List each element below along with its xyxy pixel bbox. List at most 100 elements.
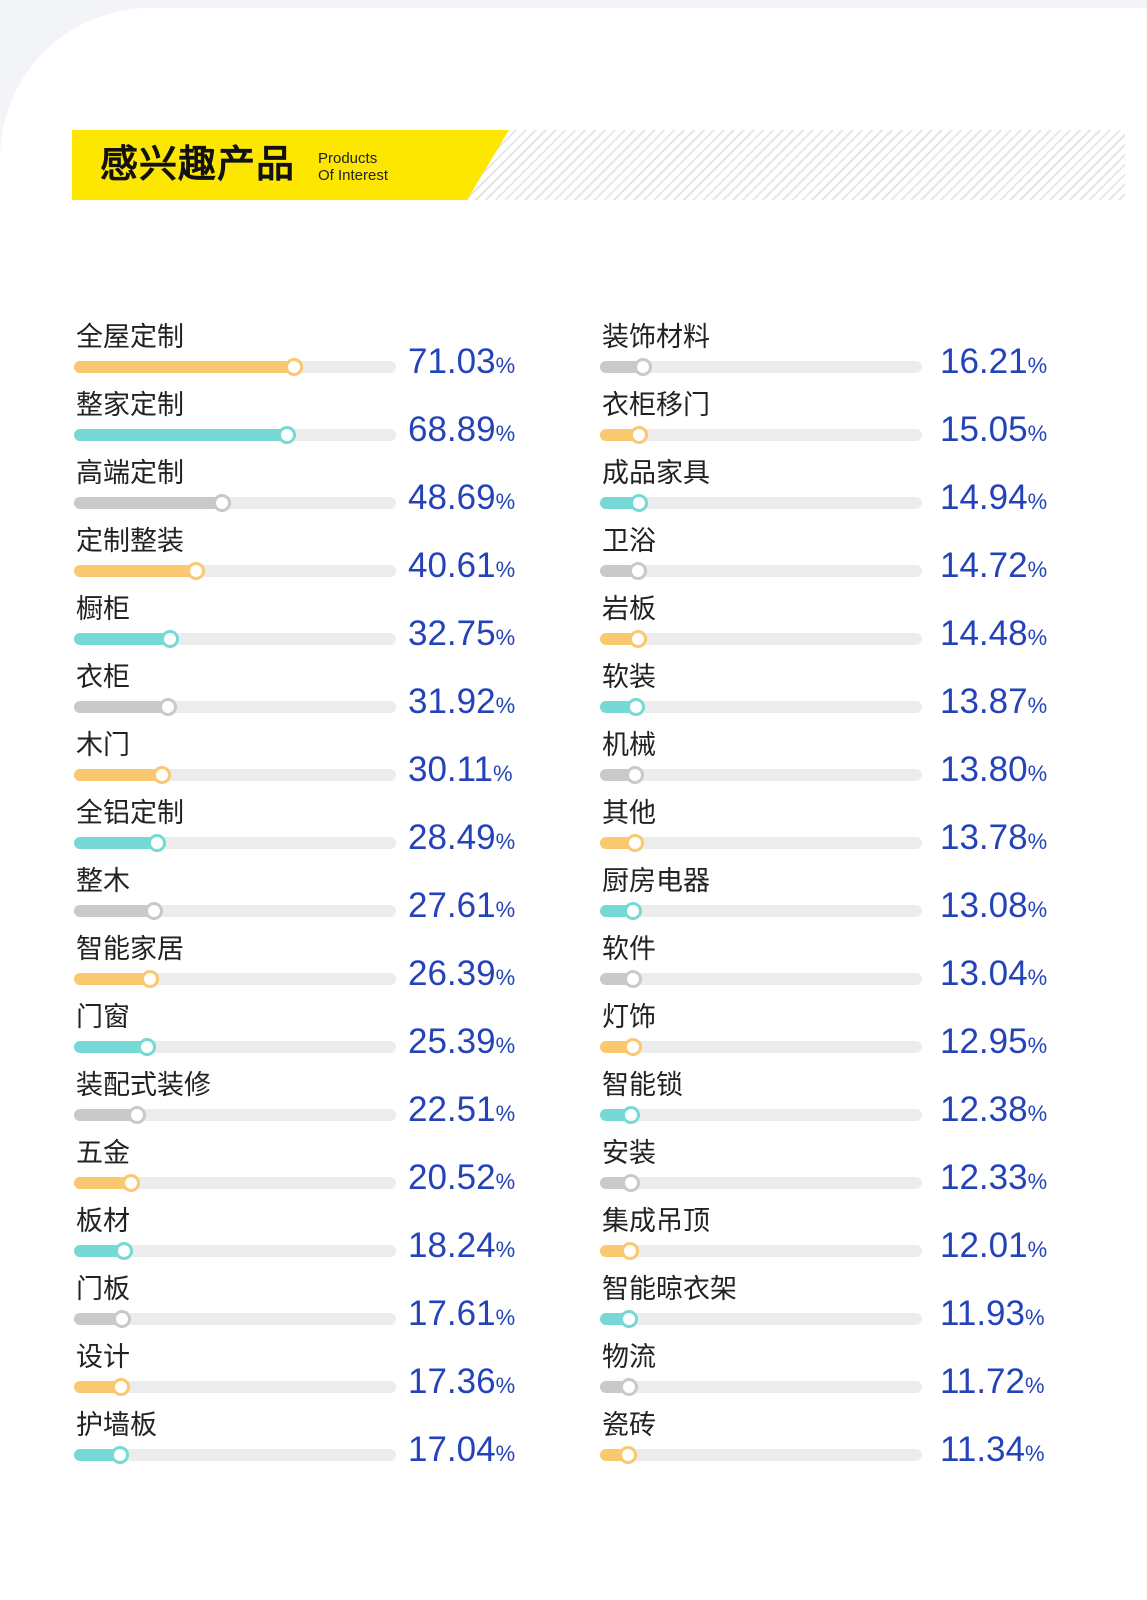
bar-track bbox=[600, 1446, 922, 1464]
bar-value-number: 13.08 bbox=[940, 886, 1028, 925]
bar-label: 装配式装修 bbox=[76, 1070, 211, 1101]
bar-value: 30.11% bbox=[408, 748, 513, 796]
bar-value-number: 13.78 bbox=[940, 818, 1028, 857]
bar-end-marker bbox=[627, 698, 645, 716]
bar-value-number: 18.24 bbox=[408, 1226, 496, 1265]
bar-value-number: 17.61 bbox=[408, 1294, 496, 1333]
bar-end-marker bbox=[115, 1242, 133, 1260]
bar-value: 14.94% bbox=[940, 476, 1047, 524]
bar-end-marker bbox=[620, 1310, 638, 1328]
bar-end-marker bbox=[626, 766, 644, 784]
bar-value: 12.95% bbox=[940, 1020, 1047, 1068]
bar-value-unit: % bbox=[495, 353, 516, 378]
bar-value-unit: % bbox=[495, 1033, 516, 1058]
bar-row: 集成吊顶 12.01% bbox=[600, 1202, 1060, 1270]
bar-value: 28.49% bbox=[408, 816, 515, 864]
bar-row: 定制整装 40.61% bbox=[74, 522, 534, 590]
bar-value-number: 40.61 bbox=[408, 546, 496, 585]
bar-value: 12.01% bbox=[940, 1224, 1047, 1272]
bar-track bbox=[74, 766, 396, 784]
bar-value-number: 12.38 bbox=[940, 1090, 1028, 1129]
bar-track bbox=[74, 970, 396, 988]
bar-label: 瓷砖 bbox=[602, 1410, 656, 1441]
bar-value-unit: % bbox=[1027, 1033, 1048, 1058]
bar-value-unit: % bbox=[1025, 1373, 1045, 1398]
bar-value: 31.92% bbox=[408, 680, 515, 728]
bar-track bbox=[600, 1174, 922, 1192]
bar-row: 瓷砖 11.34% bbox=[600, 1406, 1060, 1474]
bar-value-number: 12.95 bbox=[940, 1022, 1028, 1061]
bar-value-number: 11.93 bbox=[940, 1294, 1025, 1333]
bar-fill bbox=[74, 701, 177, 713]
bar-label: 岩板 bbox=[602, 594, 656, 625]
bar-value: 40.61% bbox=[408, 544, 515, 592]
bar-label: 高端定制 bbox=[76, 458, 184, 489]
bar-end-marker bbox=[113, 1310, 131, 1328]
bar-value-unit: % bbox=[495, 1441, 516, 1466]
bar-value-unit: % bbox=[495, 421, 516, 446]
bar-row: 智能家居 26.39% bbox=[74, 930, 534, 998]
bar-row: 高端定制 48.69% bbox=[74, 454, 534, 522]
bar-value: 27.61% bbox=[408, 884, 515, 932]
bar-row: 设计 17.36% bbox=[74, 1338, 534, 1406]
bar-value-unit: % bbox=[495, 489, 516, 514]
bar-row: 橱柜 32.75% bbox=[74, 590, 534, 658]
bar-value-unit: % bbox=[495, 965, 516, 990]
bar-end-marker bbox=[622, 1106, 640, 1124]
bar-label: 衣柜 bbox=[76, 662, 130, 693]
bar-row: 衣柜移门 15.05% bbox=[600, 386, 1060, 454]
bar-label: 全铝定制 bbox=[76, 798, 184, 829]
bar-row: 整家定制 68.89% bbox=[74, 386, 534, 454]
bar-end-marker bbox=[159, 698, 177, 716]
bar-row: 五金 20.52% bbox=[74, 1134, 534, 1202]
bar-track bbox=[74, 1174, 396, 1192]
section-title: 感兴趣产品 bbox=[100, 142, 296, 186]
bar-value-unit: % bbox=[1027, 421, 1048, 446]
bar-row: 厨房电器 13.08% bbox=[600, 862, 1060, 930]
page-background bbox=[0, 8, 1147, 1600]
bar-label: 智能晾衣架 bbox=[602, 1274, 737, 1305]
bar-track bbox=[74, 426, 396, 444]
bar-row: 全铝定制 28.49% bbox=[74, 794, 534, 862]
bar-row: 机械 13.80% bbox=[600, 726, 1060, 794]
bar-label: 整家定制 bbox=[76, 390, 184, 421]
bar-value-number: 13.80 bbox=[940, 750, 1028, 789]
section-subtitle-line2: Of Interest bbox=[318, 167, 389, 184]
bar-label: 护墙板 bbox=[76, 1410, 157, 1441]
bar-value-unit: % bbox=[1025, 1441, 1045, 1466]
bar-value: 68.89% bbox=[408, 408, 515, 456]
bar-row: 装配式装修 22.51% bbox=[74, 1066, 534, 1134]
bar-row: 安装 12.33% bbox=[600, 1134, 1060, 1202]
bar-track bbox=[74, 494, 396, 512]
bar-value-number: 12.01 bbox=[940, 1226, 1028, 1265]
bar-track bbox=[74, 358, 396, 376]
bar-value-unit: % bbox=[495, 1237, 516, 1262]
bar-row: 板材 18.24% bbox=[74, 1202, 534, 1270]
bar-track bbox=[600, 1038, 922, 1056]
bar-value-unit: % bbox=[495, 897, 516, 922]
bar-end-marker bbox=[619, 1446, 637, 1464]
bar-track bbox=[600, 834, 922, 852]
bar-value-number: 13.87 bbox=[940, 682, 1028, 721]
section-header: 感兴趣产品 Products Of Interest bbox=[72, 130, 1125, 200]
bar-label: 卫浴 bbox=[602, 526, 656, 557]
product-list-left: 全屋定制 71.03% 整家定制 68.89% 高端定制 48.69% 定制整装 40.61%… bbox=[74, 318, 534, 1474]
bar-value-unit: % bbox=[495, 829, 516, 854]
bar-row: 其他 13.78% bbox=[600, 794, 1060, 862]
bar-track bbox=[74, 1310, 396, 1328]
bar-value-unit: % bbox=[1027, 1169, 1048, 1194]
bar-track bbox=[74, 1242, 396, 1260]
bar-end-marker bbox=[285, 358, 303, 376]
bar-end-marker bbox=[626, 834, 644, 852]
bar-value-unit: % bbox=[495, 557, 516, 582]
bar-track bbox=[74, 834, 396, 852]
bar-end-marker bbox=[145, 902, 163, 920]
bar-track bbox=[74, 562, 396, 580]
bar-row: 成品家具 14.94% bbox=[600, 454, 1060, 522]
bar-fill bbox=[74, 361, 303, 373]
bar-row: 木门 30.11% bbox=[74, 726, 534, 794]
bar-fill bbox=[74, 973, 159, 985]
bar-track bbox=[74, 1038, 396, 1056]
bar-end-marker bbox=[630, 426, 648, 444]
bar-end-marker bbox=[153, 766, 171, 784]
